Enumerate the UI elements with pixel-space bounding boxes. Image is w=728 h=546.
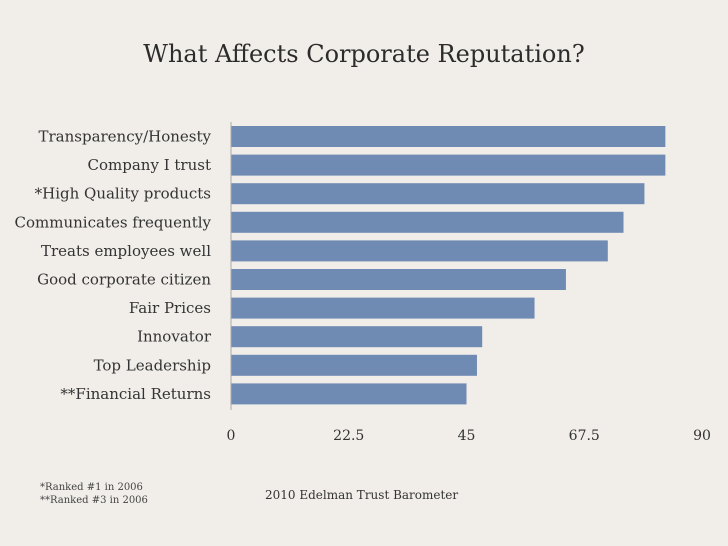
x-tick-label: 22.5	[333, 428, 364, 444]
bar-company-i-trust	[231, 154, 666, 176]
slide-title: What Affects Corporate Reputation?	[143, 40, 585, 68]
x-tick-label: 0	[227, 428, 236, 444]
category-label-treats-employees-well: Treats employees well	[41, 242, 211, 260]
source-caption: 2010 Edelman Trust Barometer	[265, 488, 459, 502]
category-label-fair-prices: Fair Prices	[129, 299, 211, 317]
bar-top-leadership	[231, 354, 477, 376]
bar-innovator	[231, 326, 483, 348]
category-label-top-leadership: Top Leadership	[94, 356, 211, 374]
footnote-ranked-3: **Ranked #3 in 2006	[40, 495, 148, 506]
bar-good-corporate-citizen	[231, 269, 566, 290]
bar-treats-employees-well	[231, 240, 608, 262]
bar-financial-returns	[231, 383, 467, 405]
category-label-good-corporate-citizen: Good corporate citizen	[37, 271, 211, 289]
footnotes: *Ranked #1 in 2006 **Ranked #3 in 2006	[40, 481, 148, 507]
bar-transparency-honesty	[231, 126, 666, 147]
bar-fair-prices	[231, 297, 535, 319]
category-label-financial-returns: **Financial Returns	[60, 385, 211, 403]
x-tick-label: 90	[693, 428, 711, 444]
footnote-ranked-1: *Ranked #1 in 2006	[40, 482, 143, 493]
category-label-high-quality-products: *High Quality products	[35, 185, 211, 203]
bar-high-quality-products	[231, 183, 645, 205]
x-tick-label: 45	[458, 428, 476, 444]
category-label-innovator: Innovator	[137, 328, 212, 346]
bar-communicates-frequently	[231, 211, 624, 233]
category-label-communicates-frequently: Communicates frequently	[15, 213, 212, 231]
x-tick-label: 67.5	[569, 428, 600, 444]
category-label-transparency-honesty: Transparency/Honesty	[38, 128, 211, 146]
category-label-company-i-trust: Company I trust	[88, 156, 211, 174]
